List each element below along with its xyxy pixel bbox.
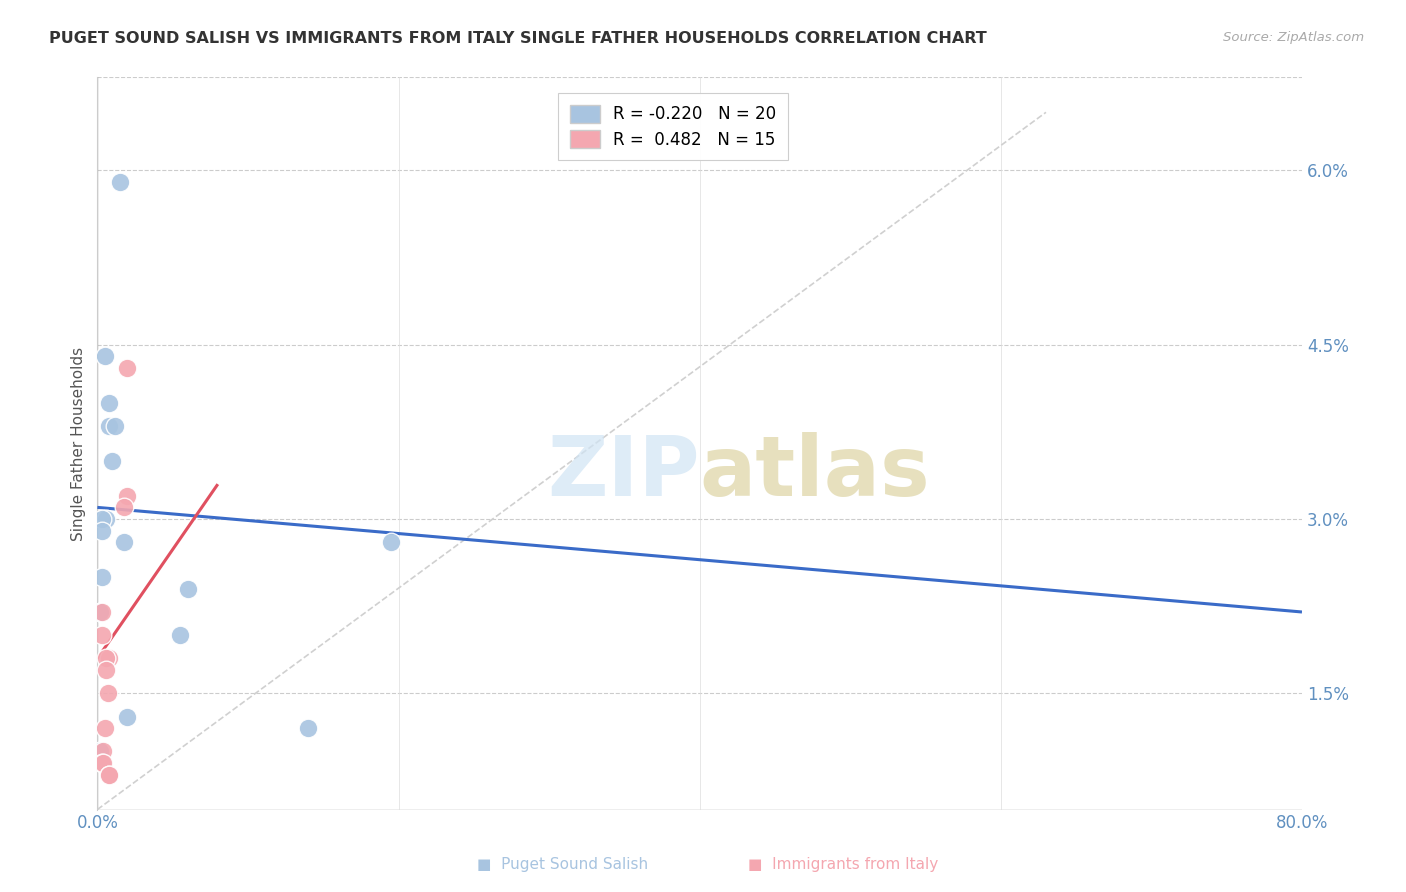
Text: ■  Puget Sound Salish: ■ Puget Sound Salish <box>477 857 648 872</box>
Point <box>89 744 111 758</box>
Point <box>98 767 121 781</box>
Point <box>169 628 191 642</box>
Legend: R = -0.220   N = 20, R =  0.482   N = 15: R = -0.220 N = 20, R = 0.482 N = 15 <box>558 93 787 161</box>
Point <box>93 756 115 770</box>
Point <box>101 454 124 468</box>
Point <box>98 767 121 781</box>
Point <box>97 686 120 700</box>
Text: atlas: atlas <box>700 433 931 513</box>
Point <box>89 605 111 619</box>
Point <box>94 721 117 735</box>
Point <box>98 651 121 665</box>
Point <box>176 582 198 596</box>
Text: ■  Immigrants from Italy: ■ Immigrants from Italy <box>748 857 939 872</box>
Point <box>98 396 121 410</box>
Point <box>380 535 402 549</box>
Point <box>90 756 112 770</box>
Point <box>89 605 111 619</box>
Point <box>96 512 118 526</box>
Point <box>114 500 136 515</box>
Point <box>117 361 139 376</box>
Point <box>117 489 139 503</box>
Point <box>89 744 111 758</box>
Point <box>108 175 131 189</box>
Point <box>297 721 319 735</box>
Point <box>114 535 136 549</box>
Point <box>96 651 118 665</box>
Point <box>90 512 112 526</box>
Text: PUGET SOUND SALISH VS IMMIGRANTS FROM ITALY SINGLE FATHER HOUSEHOLDS CORRELATION: PUGET SOUND SALISH VS IMMIGRANTS FROM IT… <box>49 31 987 46</box>
Point <box>90 605 112 619</box>
Point <box>94 349 117 363</box>
Point <box>90 570 112 584</box>
Y-axis label: Single Father Households: Single Father Households <box>72 346 86 541</box>
Text: ZIP: ZIP <box>547 433 700 513</box>
Point <box>117 709 139 723</box>
Point <box>93 744 115 758</box>
Point <box>90 524 112 538</box>
Point <box>104 419 127 434</box>
Point <box>90 628 112 642</box>
Point <box>98 419 121 434</box>
Text: Source: ZipAtlas.com: Source: ZipAtlas.com <box>1223 31 1364 45</box>
Point <box>96 663 118 677</box>
